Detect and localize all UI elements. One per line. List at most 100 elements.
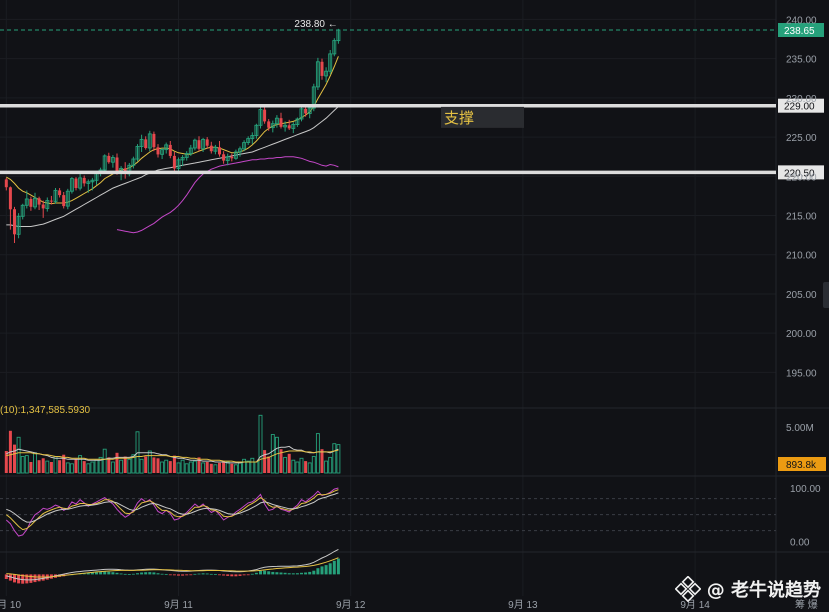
volume-title: (10):1,347,585.5930 (0, 405, 91, 416)
candle-body (238, 148, 242, 153)
volume-bar (315, 433, 320, 474)
candle-body (69, 178, 74, 192)
volume-bar (213, 464, 218, 474)
candle-body (222, 154, 226, 161)
macd-histogram-bar (336, 558, 340, 575)
volume-bar (69, 463, 74, 474)
candle-body (267, 121, 271, 128)
candle-body (152, 133, 156, 148)
candle-body (37, 198, 41, 205)
candle-body (307, 107, 312, 114)
volume-bar (180, 459, 185, 474)
candle-body (209, 145, 213, 152)
candle-body (65, 190, 70, 207)
candle-body (283, 124, 288, 128)
macd-histogram-bar (21, 574, 25, 584)
volume-tick-label: 5.00M (786, 423, 814, 434)
candle-body (205, 139, 209, 146)
volume-bar (188, 461, 193, 474)
macd-histogram-bar (136, 573, 139, 575)
macd-histogram-bar (271, 571, 275, 575)
macd-histogram-bar (226, 574, 230, 576)
candle-body (147, 133, 152, 149)
volume-bar (267, 456, 271, 473)
volume-bar (127, 458, 132, 474)
volume-panel: (10):1,347,585.5930 5.00M 893.8k (0, 405, 826, 474)
macd-histogram-bar (189, 574, 193, 576)
volume-bar (279, 449, 283, 473)
macd-histogram-bar (201, 573, 205, 575)
volume-bar (209, 463, 213, 473)
price-tick-label: 235.00 (786, 55, 817, 66)
candlesticks (4, 28, 341, 243)
candle-body (299, 108, 304, 120)
volume-bar (263, 450, 267, 473)
macd-histogram-bar (304, 572, 308, 575)
macd-histogram-bar (140, 572, 144, 575)
volume-bar (283, 456, 288, 474)
macd-histogram-bar (152, 572, 156, 575)
macd-histogram-bar (295, 573, 299, 575)
price-tick-label: 230.00 (786, 94, 817, 105)
volume-ma-line (6, 449, 339, 463)
candle-body (62, 195, 66, 207)
macd-histogram-bar (213, 574, 217, 575)
macd-histogram-bar (324, 565, 328, 575)
macd-histogram-bar (308, 571, 312, 575)
candle-body (192, 139, 197, 149)
macd-histogram-bar (123, 573, 127, 575)
candle-body (291, 124, 296, 129)
macd-histogram-bar (144, 572, 148, 575)
moving-average-lines (6, 56, 339, 227)
volume-bar (192, 460, 197, 474)
volume-bar (58, 460, 62, 473)
volume-bar (20, 456, 25, 474)
macd-histogram-bar (250, 573, 254, 575)
price-tick-label: 200.00 (786, 329, 817, 340)
macd-histogram-bar (185, 574, 189, 576)
macd-histogram-bar (148, 572, 152, 575)
candle-body (82, 177, 86, 184)
volume-bar (242, 458, 247, 474)
macd-histogram-bar (115, 572, 119, 575)
macd-histogram-bar (86, 572, 90, 575)
volume-bar (152, 457, 156, 473)
volume-bar (328, 456, 333, 474)
macd-histogram-bar (259, 571, 262, 575)
candle-body (45, 200, 50, 209)
macd-histogram-bar (33, 574, 37, 583)
volume-bar (65, 462, 70, 474)
volume-bar (250, 457, 255, 474)
volume-bar (62, 454, 66, 473)
support-price-label: 220.50 (784, 168, 815, 179)
volume-bar (156, 458, 160, 473)
volume-bar (168, 461, 172, 473)
volume-bar (307, 462, 312, 474)
volume-bar (222, 461, 226, 473)
panel-resize-handle[interactable] (823, 282, 829, 308)
macd-histogram-bar (209, 573, 213, 575)
support-lines: 229.00 220.50 (0, 98, 824, 180)
volume-bar (258, 414, 263, 474)
volume-bar (131, 454, 136, 474)
candle-body (164, 144, 169, 151)
volume-bar (197, 457, 201, 473)
macd-histogram-bar (300, 572, 303, 575)
candle-body (233, 151, 238, 159)
candle-body (156, 147, 160, 155)
candle-body (74, 178, 78, 188)
candle-body (86, 181, 91, 184)
volume-bar (172, 455, 176, 473)
macd-histogram-bar (263, 570, 267, 575)
macd-histogram-bar (119, 573, 123, 575)
volume-bar (78, 455, 83, 474)
macd-histogram-bar (181, 574, 185, 576)
macd-dea-line (6, 557, 339, 578)
candle-body (168, 144, 172, 156)
diamond-logo-icon (674, 576, 701, 602)
volume-bar (119, 459, 124, 474)
volume-bar (98, 456, 103, 474)
candle-body (242, 142, 247, 150)
watermark-text: @ 老牛说趋势 (706, 580, 821, 601)
macd-histogram-bar (25, 574, 29, 584)
